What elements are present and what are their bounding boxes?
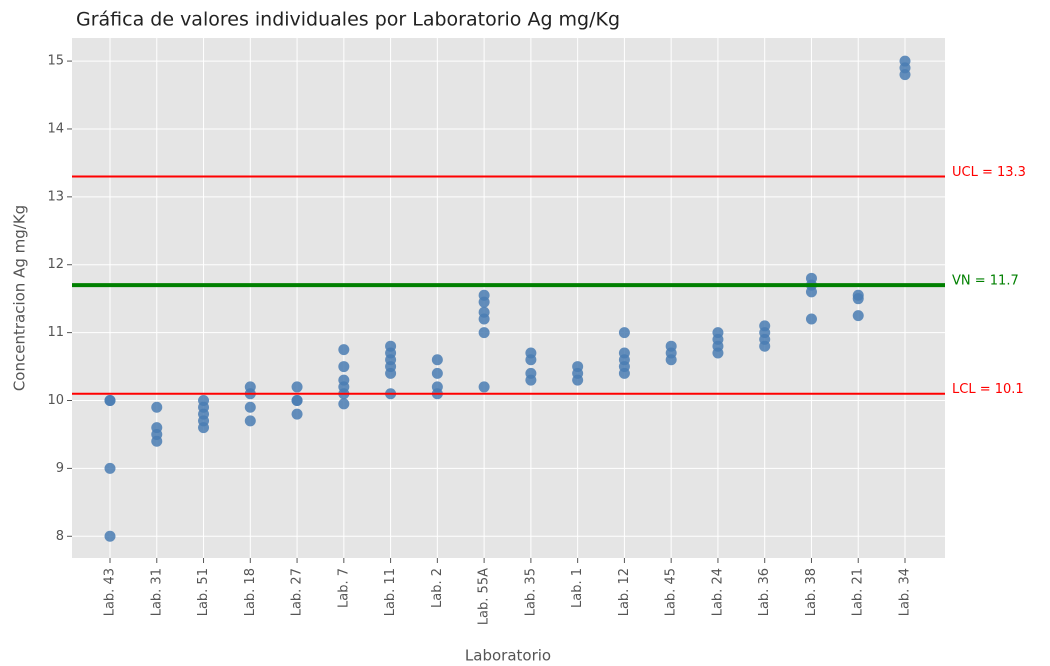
point (104, 530, 116, 542)
y-tick-label: 9 (56, 461, 64, 476)
y-tick-label: 12 (47, 257, 64, 272)
point (899, 69, 911, 81)
y-tick-label: 13 (47, 189, 64, 204)
point (151, 435, 163, 447)
point (198, 422, 210, 434)
y-tick-label: 14 (47, 121, 64, 136)
x-tick-label: Lab. 21 (851, 568, 866, 616)
x-tick-label: Lab. 7 (336, 568, 351, 608)
y-tick-label: 15 (47, 54, 64, 69)
point (104, 462, 116, 474)
point (291, 395, 303, 407)
y-axis-label: Concentracion Ag mg/Kg (11, 205, 29, 391)
reference-label: VN = 11.7 (952, 274, 1019, 289)
x-tick-label: Lab. 45 (664, 568, 679, 616)
point (712, 347, 724, 359)
point (759, 340, 771, 352)
point (618, 367, 630, 379)
x-tick-label: Lab. 31 (149, 568, 164, 616)
point (618, 327, 630, 339)
point (291, 381, 303, 393)
point (572, 374, 584, 386)
point (805, 313, 817, 325)
point (478, 381, 490, 393)
y-tick-label: 11 (47, 325, 64, 340)
point (805, 286, 817, 298)
point (338, 361, 350, 373)
x-tick-label: Lab. 11 (383, 568, 398, 616)
x-tick-label: Lab. 2 (430, 568, 445, 608)
point (104, 395, 116, 407)
x-axis-label: Laboratorio (465, 647, 551, 665)
x-tick-label: Lab. 12 (617, 568, 632, 616)
point (852, 293, 864, 305)
point (291, 408, 303, 420)
reference-label: UCL = 13.3 (952, 165, 1026, 180)
point (478, 296, 490, 308)
x-tick-label: Lab. 38 (804, 568, 819, 616)
point (525, 354, 537, 366)
chart-title: Gráfica de valores individuales por Labo… (76, 9, 620, 31)
x-tick-label: Lab. 18 (243, 568, 258, 616)
x-tick-label: Lab. 1 (570, 568, 585, 608)
point (338, 344, 350, 356)
point (431, 354, 443, 366)
x-tick-label: Lab. 24 (710, 568, 725, 616)
x-tick-label: Lab. 35 (523, 568, 538, 616)
point (244, 401, 256, 413)
point (478, 313, 490, 325)
plot-area (72, 38, 945, 558)
x-tick-label: Lab. 43 (103, 568, 118, 616)
y-tick-label: 8 (56, 529, 64, 544)
point (385, 367, 397, 379)
point (525, 374, 537, 386)
x-tick-label: Lab. 27 (290, 568, 305, 616)
point (244, 415, 256, 427)
reference-label: LCL = 10.1 (952, 382, 1024, 397)
y-tick-label: 10 (47, 393, 64, 408)
point (431, 367, 443, 379)
x-tick-label: Lab. 36 (757, 568, 772, 616)
point (338, 398, 350, 410)
point (478, 327, 490, 339)
point (852, 310, 864, 322)
point (151, 401, 163, 413)
x-tick-label: Lab. 55A (477, 568, 492, 625)
point (665, 354, 677, 366)
x-tick-label: Lab. 51 (196, 568, 211, 616)
x-tick-label: Lab. 34 (898, 568, 913, 616)
